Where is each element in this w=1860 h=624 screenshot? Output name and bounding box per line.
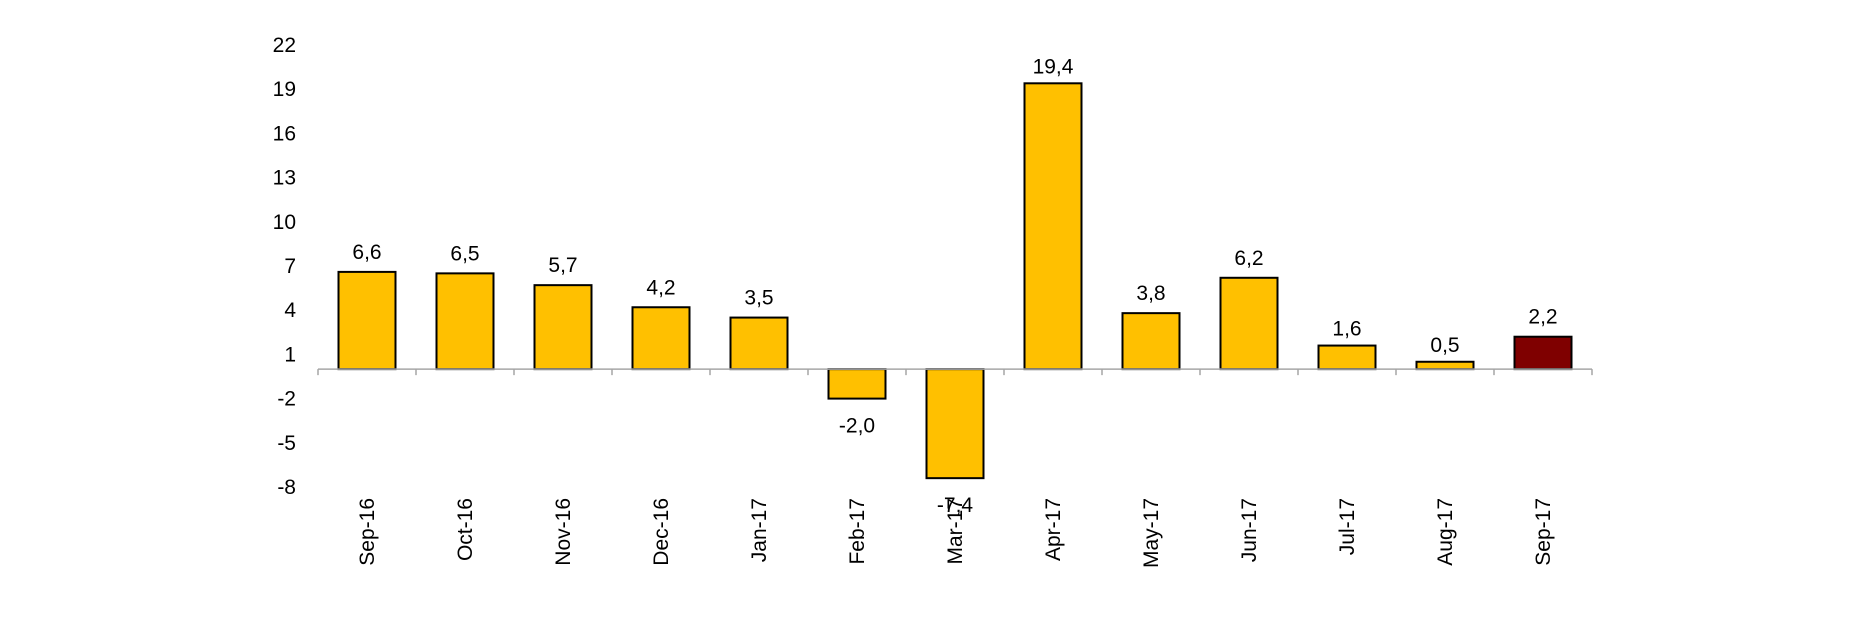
y-tick-label: 19 [273,78,296,101]
y-tick-label: 22 [273,34,296,57]
y-tick-label: -8 [277,476,296,499]
bar-aug-17 [1415,360,1475,371]
y-tick-label: -5 [277,432,296,455]
data-label: 5,7 [548,254,577,277]
y-tick-label: 16 [273,122,296,145]
bar-sep-16 [337,270,397,371]
data-label: -2,0 [839,415,875,438]
x-axis-tick-labels: Sep-16 Oct-16 Nov-16 Dec-16 Jan-17 Feb-17 Mar-… [356,498,1555,568]
bar-mar-17 [925,368,985,480]
data-label: 19,4 [1033,55,1074,78]
bar-jan-17 [729,316,789,371]
y-tick-label: 10 [273,211,296,234]
data-labels-group: 6,6 6,5 5,7 4,2 3,5 -2,0 -7,4 19,4 3,8 6,2 1,6 0,5 2… [352,55,1557,517]
x-tick-label: Sep-17 [1532,498,1555,566]
data-label: 3,5 [744,287,773,310]
bar-apr-17 [1023,82,1083,371]
data-label: 0,5 [1430,334,1459,357]
bar-nov-16 [533,284,593,371]
data-label: -7,4 [937,494,974,517]
x-tick-label: Aug-17 [1434,498,1457,566]
data-label: 1,6 [1332,318,1361,341]
x-axis [317,368,1593,376]
bar-may-17 [1121,312,1181,371]
bar-feb-17 [827,368,887,400]
data-label: 4,2 [646,276,675,299]
data-label: 6,5 [450,242,479,265]
x-tick-label: Mar-17 [944,498,967,565]
bar-dec-16 [631,306,691,371]
x-tick-label: Sep-16 [356,498,379,566]
data-label: 6,2 [1234,247,1263,270]
y-tick-label: 13 [273,167,296,190]
x-tick-label: May-17 [1140,498,1163,568]
bar-oct-16 [435,272,495,371]
x-tick-label: Nov-16 [552,498,575,566]
x-tick-label: Dec-16 [650,498,673,566]
data-label: 6,6 [352,241,381,264]
x-tick-label: Apr-17 [1042,498,1065,561]
x-tick-label: Jul-17 [1336,498,1359,555]
y-tick-label: 1 [284,343,296,366]
bar-sep-17 [1513,335,1573,371]
y-tick-label: 4 [284,299,296,322]
x-tick-label: Feb-17 [846,498,869,565]
bar-jun-17 [1219,276,1279,371]
x-tick-label: Oct-16 [454,498,477,561]
bar-jul-17 [1317,344,1377,371]
data-label: 2,2 [1528,306,1557,329]
x-tick-label: Jan-17 [748,498,771,562]
data-label: 3,8 [1136,282,1165,305]
y-tick-label: -2 [277,388,296,411]
y-tick-label: 7 [284,255,296,278]
bars-group [337,82,1573,480]
y-axis-tick-labels: 22 19 16 13 10 7 4 1 -2 -5 -8 [273,34,297,499]
x-tick-label: Jun-17 [1238,498,1261,562]
